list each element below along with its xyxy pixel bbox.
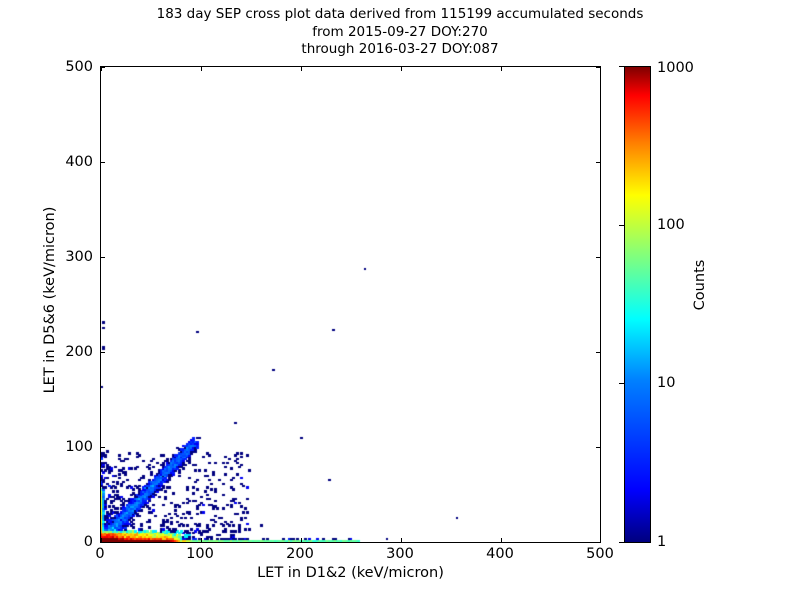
xtick-top-0 [101,67,102,71]
xticklabel-400: 400 [486,546,514,562]
scatter-density-plot [101,67,600,542]
ytick-200 [101,352,105,353]
ytick-right-300 [596,257,600,258]
cbtick-1000 [619,66,624,67]
title-line-1: 183 day SEP cross plot data derived from… [156,6,644,22]
yticklabel-100: 100 [65,439,93,455]
xtick-500 [600,538,601,542]
y-tick-label-group: 0 100 200 300 400 500 [40,0,93,600]
xticklabel-0: 0 [95,546,105,562]
xticklabel-100: 100 [186,546,214,562]
ytick-right-400 [596,162,600,163]
xticklabel-300: 300 [386,546,414,562]
xtick-top-500 [600,67,601,71]
colorbar-label: Counts [692,259,708,311]
cbticklabel-10: 10 [657,375,676,391]
xtick-top-100 [201,67,202,71]
xtick-200 [301,538,302,542]
ytick-300 [101,257,105,258]
ytick-right-200 [596,352,600,353]
xticklabel-200: 200 [286,546,314,562]
ytick-right-100 [596,447,600,448]
colorbar-container: 1 10 100 1000 [619,60,694,550]
xtick-300 [401,538,402,542]
ytick-0 [101,542,105,543]
xticklabel-500: 500 [586,546,614,562]
ytick-500 [101,67,105,68]
cbticklabel-1: 1 [657,534,667,550]
cbticklabel-1000: 1000 [657,60,694,76]
xtick-400 [501,538,502,542]
yticklabel-0: 0 [83,534,93,550]
ytick-right-0 [596,542,600,543]
xtick-100 [201,538,202,542]
yticklabel-500: 500 [65,59,93,75]
xtick-top-200 [301,67,302,71]
cbtick-10 [619,383,624,384]
xtick-0 [101,538,102,542]
xtick-top-400 [501,67,502,71]
chart-title: 183 day SEP cross plot data derived from… [0,6,800,59]
cbtick-100 [619,225,624,226]
title-line-2: from 2015-09-27 DOY:270 [312,23,488,40]
ytick-400 [101,162,105,163]
yticklabel-200: 200 [65,344,93,360]
title-line-3: through 2016-03-27 DOY:087 [301,41,499,57]
x-axis-label: LET in D1&2 (keV/micron) [257,565,444,581]
xtick-top-300 [401,67,402,71]
ytick-100 [101,447,105,448]
cbtick-1 [619,542,624,543]
plot-axes-frame [100,66,601,543]
colorbar-gradient [624,66,651,543]
y-axis-label: LET in D5&6 (keV/micron) [42,206,58,394]
cbticklabel-100: 100 [657,217,685,233]
ytick-right-500 [596,67,600,68]
yticklabel-300: 300 [65,249,93,265]
yticklabel-400: 400 [65,154,93,170]
